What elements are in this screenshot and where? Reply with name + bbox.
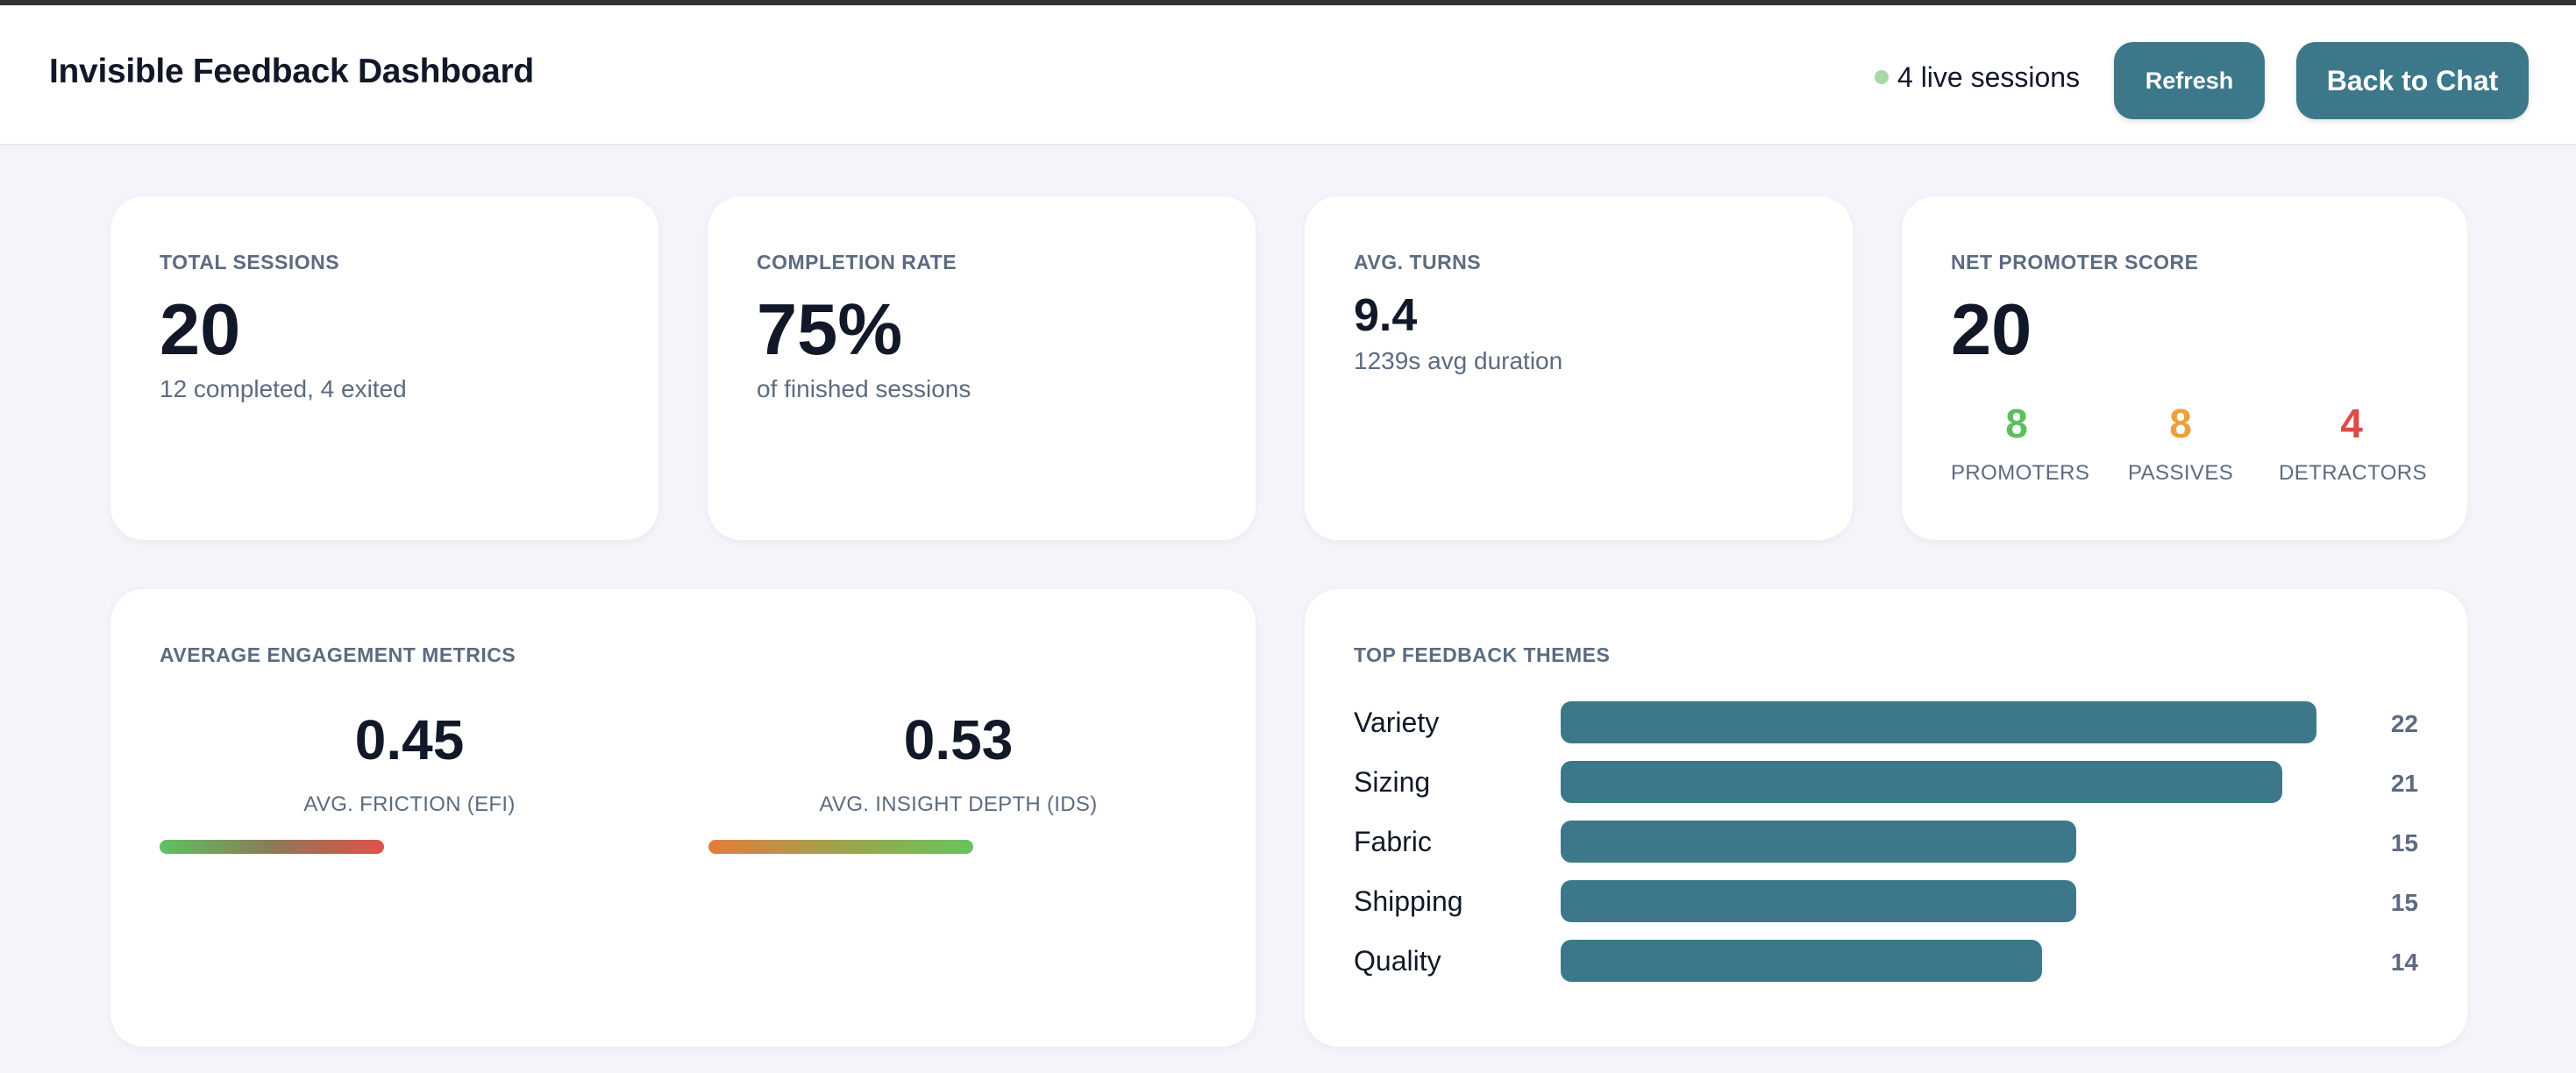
engagement-metrics-card: AVERAGE ENGAGEMENT METRICS 0.45 AVG. FRI… <box>110 589 1256 1047</box>
nps-promoters: 8 PROMOTERS <box>1951 401 2090 486</box>
theme-bar <box>1561 701 2316 743</box>
completion-rate-card: COMPLETION RATE 75% of finished sessions <box>708 196 1256 540</box>
theme-count: 22 <box>2390 710 2418 737</box>
theme-bar-track <box>1561 940 2316 982</box>
theme-row: Fabric 15 <box>1354 821 2418 863</box>
avg-turns-value: 9.4 <box>1354 290 1418 341</box>
theme-name: Fabric <box>1354 826 1432 857</box>
avg-duration-detail: 1239s avg duration <box>1354 347 1563 374</box>
theme-bar-track <box>1561 761 2316 803</box>
avg-turns-card: AVG. TURNS 9.4 1239s avg duration <box>1305 196 1853 540</box>
theme-row: Variety 22 <box>1354 701 2418 743</box>
theme-bar <box>1561 761 2282 803</box>
detractors-count: 4 <box>2340 401 2363 446</box>
theme-name: Sizing <box>1354 766 1431 798</box>
theme-count: 15 <box>2390 829 2418 856</box>
total-sessions-card: TOTAL SESSIONS 20 12 completed, 4 exited <box>110 196 658 540</box>
total-sessions-value: 20 <box>160 288 241 370</box>
nps-detractors: 4 DETRACTORS <box>2279 401 2427 486</box>
theme-row: Sizing 21 <box>1354 761 2418 803</box>
insight-depth-metric: 0.53 AVG. INSIGHT DEPTH (IDS) <box>708 712 1208 854</box>
total-sessions-label: TOTAL SESSIONS <box>160 251 340 274</box>
friction-gauge-bar <box>160 840 384 854</box>
theme-name: Shipping <box>1354 885 1463 917</box>
detractors-label: DETRACTORS <box>2279 461 2427 485</box>
insight-depth-gauge-bar <box>708 840 973 854</box>
avg-turns-label: AVG. TURNS <box>1354 251 1482 274</box>
theme-bar-track <box>1561 880 2316 922</box>
passives-label: PASSIVES <box>2128 461 2234 485</box>
theme-bar <box>1561 880 2076 922</box>
theme-name: Variety <box>1354 707 1440 738</box>
theme-bar <box>1561 940 2042 982</box>
theme-row: Shipping 15 <box>1354 880 2418 922</box>
theme-row: Quality 14 <box>1354 940 2418 982</box>
promoters-label: PROMOTERS <box>1951 461 2090 485</box>
insight-depth-label: AVG. INSIGHT DEPTH (IDS) <box>819 792 1098 816</box>
total-sessions-detail: 12 completed, 4 exited <box>160 375 407 402</box>
theme-count: 15 <box>2390 889 2418 916</box>
completion-rate-value: 75% <box>757 288 903 370</box>
nps-passives: 8 PASSIVES <box>2128 403 2233 486</box>
back-to-chat-button[interactable]: Back to Chat <box>2296 42 2529 119</box>
refresh-button[interactable]: Refresh <box>2114 42 2265 119</box>
promoters-count: 8 <box>2005 401 2028 446</box>
friction-label: AVG. FRICTION (EFI) <box>303 792 516 816</box>
engagement-metrics-title: AVERAGE ENGAGEMENT METRICS <box>160 643 516 666</box>
theme-bar <box>1561 821 2076 863</box>
theme-count: 21 <box>2390 770 2418 797</box>
friction-value: 0.45 <box>354 708 465 771</box>
live-status-dot-icon <box>1875 70 1889 84</box>
theme-name: Quality <box>1354 945 1441 977</box>
passives-count: 8 <box>2169 401 2192 446</box>
page-title: Invisible Feedback Dashboard <box>49 53 534 90</box>
theme-bar-track <box>1561 821 2316 863</box>
live-sessions-indicator: 4 live sessions <box>1875 60 2080 95</box>
feedback-themes-card: TOP FEEDBACK THEMES Variety 22 Sizing 21 Fab… <box>1305 589 2467 1047</box>
dashboard-header: Invisible Feedback Dashboard 4 live sess… <box>0 5 2576 146</box>
nps-label: NET PROMOTER SCORE <box>1951 251 2199 274</box>
completion-rate-label: COMPLETION RATE <box>757 251 957 274</box>
live-sessions-text: 4 live sessions <box>1897 60 2081 93</box>
friction-metric: 0.45 AVG. FRICTION (EFI) <box>160 712 659 854</box>
completion-rate-detail: of finished sessions <box>757 375 971 402</box>
window-top-border <box>0 0 2576 5</box>
feedback-themes-title: TOP FEEDBACK THEMES <box>1354 643 1611 666</box>
insight-depth-value: 0.53 <box>903 708 1014 771</box>
theme-count: 14 <box>2390 949 2418 976</box>
nps-value: 20 <box>1951 288 2032 370</box>
net-promoter-score-card: NET PROMOTER SCORE 20 8 PROMOTERS 8 PASS… <box>1902 196 2467 540</box>
theme-bar-track <box>1561 701 2316 743</box>
